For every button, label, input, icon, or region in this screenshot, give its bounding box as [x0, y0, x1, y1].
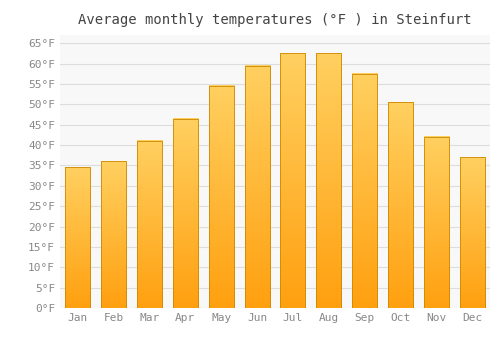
Bar: [280, 53, 305, 308]
Bar: [137, 141, 162, 308]
Bar: [460, 157, 484, 308]
Bar: [388, 102, 413, 308]
Bar: [208, 86, 234, 308]
Bar: [244, 65, 270, 308]
Bar: [173, 119, 198, 308]
Bar: [66, 167, 90, 308]
Bar: [316, 53, 342, 308]
Bar: [424, 137, 449, 308]
Bar: [352, 74, 377, 308]
Bar: [101, 161, 126, 308]
Title: Average monthly temperatures (°F ) in Steinfurt: Average monthly temperatures (°F ) in St…: [78, 13, 472, 27]
